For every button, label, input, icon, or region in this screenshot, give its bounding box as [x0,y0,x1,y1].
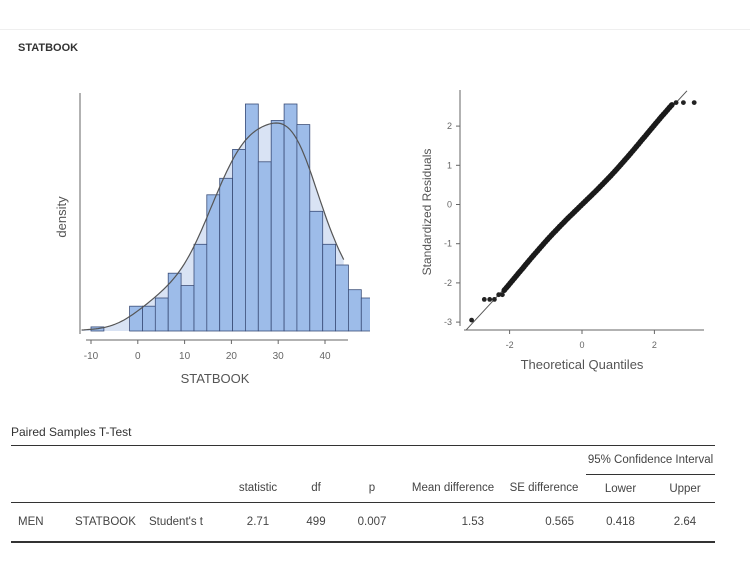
density-curve [81,122,345,331]
histogram-bar [335,264,349,332]
qq-y-tick-label: 0 [447,200,452,210]
top-divider [0,29,750,30]
histogram-x-tick-label: 30 [273,351,285,362]
qq-point [487,297,493,302]
histogram-bars [81,103,370,332]
histogram-x-label: STATBOOK [181,371,250,386]
header-se-difference: SE difference [502,474,586,503]
qq-y-ticks: -3 -2 -1 0 1 2 [444,121,460,327]
header-lower: Lower [586,474,655,503]
qq-y-tick-label: -3 [444,317,452,327]
qq-point [481,297,487,302]
ttest-table: 95% Confidence Interval statistic df p M… [11,445,715,543]
histogram-x-tick-label: -10 [84,351,99,362]
section-title: STATBOOK [18,42,79,54]
qq-point [496,292,502,298]
header-statistic: statistic [224,474,292,503]
histogram-bar [283,103,298,332]
histogram-bar [322,243,337,332]
histogram-bar [270,120,285,332]
cell-var1: MEN [11,502,75,543]
qq-outlier-points [469,100,697,323]
qq-point [681,100,686,105]
ttest-title: Paired Samples T-Test [11,425,132,439]
histogram-bar [257,161,272,332]
histogram-bar [193,243,208,332]
table-row: MEN STATBOOK Student's t 2.71 499 0.007 … [11,502,715,543]
histogram-bar [232,149,246,332]
header-p: p [340,474,404,503]
histogram-bar [219,177,233,332]
histogram-x-tick-label: 0 [135,351,141,362]
cell-p: 0.007 [340,502,404,543]
histogram-x-ticks: -10 0 10 20 30 40 [84,340,331,362]
qq-y-tick-label: -1 [444,239,452,249]
qq-point [673,100,679,105]
histogram-bar [309,210,324,332]
qq-x-tick-label: -2 [506,340,514,350]
histogram-bar [180,285,195,332]
qq-plot-chart: -2 0 2 -3 -2 -1 0 1 2 Standardized Residuals Th… [420,90,704,372]
histogram-bar [154,297,169,332]
ci-header: 95% Confidence Interval [586,445,715,475]
qq-point [492,297,497,302]
histogram-bar [296,124,311,332]
histogram-bar [360,297,370,332]
ttest-ci-header-row: 95% Confidence Interval [11,445,715,475]
header-df: df [292,474,340,503]
qq-y-tick-label: 1 [447,160,452,170]
histogram-x-tick-label: 20 [226,351,238,362]
qq-point [469,317,474,323]
cell-se-difference: 0.565 [502,502,586,543]
cell-upper: 2.64 [655,502,715,543]
ttest-header-row: statistic df p Mean difference SE differ… [11,474,715,503]
cell-lower: 0.418 [586,502,655,543]
qq-y-tick-label: 2 [447,121,452,131]
qq-point [691,100,697,105]
cell-var2: STATBOOK [75,502,149,543]
qq-point [500,292,505,298]
header-mean-difference: Mean difference [404,474,502,503]
histogram-chart: -10 0 10 20 30 40 density STATBOOK [54,93,370,386]
qq-x-tick-label: 2 [652,340,657,350]
cell-mean-difference: 1.53 [404,502,502,543]
header-upper: Upper [655,474,715,503]
cell-statistic: 2.71 [224,502,292,543]
qq-y-tick-label: -2 [444,278,452,288]
histogram-x-tick-label: 40 [319,351,331,362]
cell-df: 499 [292,502,340,543]
histogram-bar [347,289,362,332]
histogram-y-label: density [54,196,69,238]
cell-test: Student's t [149,502,224,543]
histogram-x-tick-label: 10 [179,351,191,362]
qq-x-ticks: -2 0 2 [506,330,657,350]
histogram-bar [129,305,143,332]
qq-x-tick-label: 0 [579,340,584,350]
histogram-bar [142,305,156,332]
qq-points-curve [501,101,676,294]
histogram-bar [206,194,221,332]
qq-x-label: Theoretical Quantiles [521,357,644,372]
qq-y-label: Standardized Residuals [420,149,434,276]
